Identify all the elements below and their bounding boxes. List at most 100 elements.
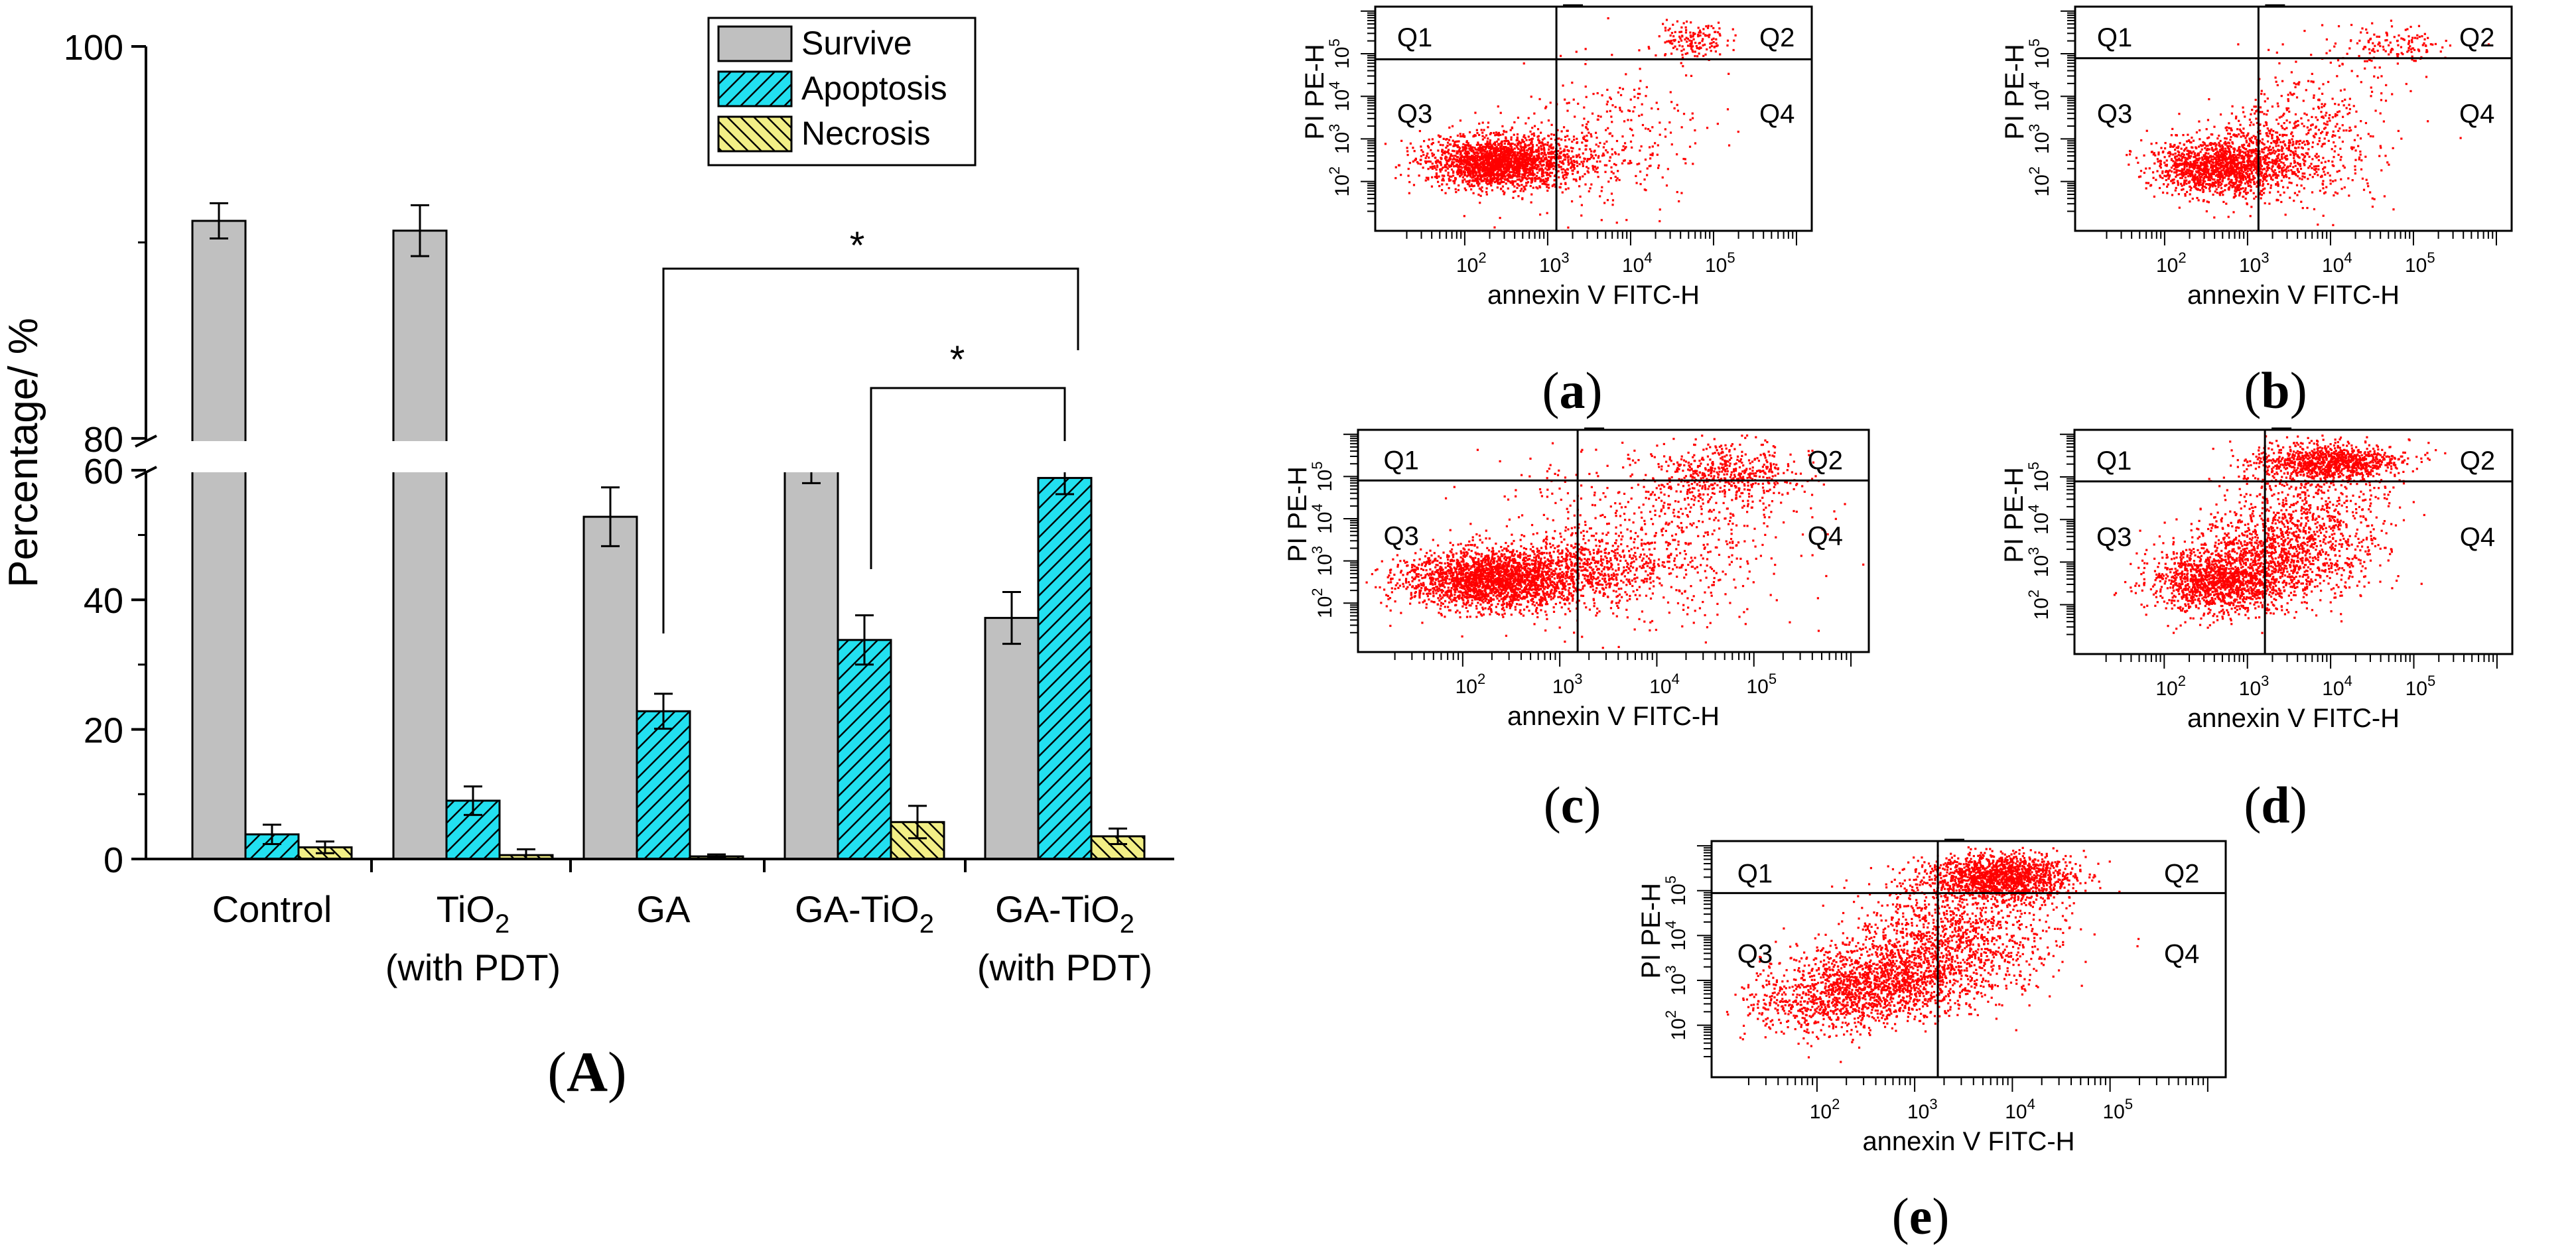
event-dot <box>1507 142 1510 145</box>
event-dot <box>1503 147 1506 150</box>
event-dot <box>1676 103 1678 106</box>
event-dot <box>1488 147 1491 149</box>
event-dot <box>1487 142 1489 145</box>
event-dot <box>1607 127 1609 129</box>
event-dot <box>1542 155 1544 158</box>
event-dot <box>2329 182 2332 185</box>
event-dot <box>1481 131 1484 134</box>
event-dot <box>1641 113 1643 116</box>
event-dot <box>1526 154 1528 157</box>
event-dot <box>1636 163 1639 166</box>
event-dot <box>2283 191 2285 194</box>
event-dot <box>2364 67 2366 70</box>
event-dot <box>2236 176 2239 179</box>
event-dot <box>1573 167 1576 170</box>
event-dot <box>1584 172 1586 176</box>
event-dot <box>2338 136 2341 139</box>
event-dot <box>1448 139 1451 141</box>
event-dot <box>2240 188 2242 190</box>
event-dot <box>2267 135 2270 138</box>
event-dot <box>2192 178 2195 182</box>
event-dot <box>1564 98 1566 101</box>
event-dot <box>1440 188 1444 192</box>
event-dot <box>2166 185 2169 188</box>
event-dot <box>2161 191 2165 194</box>
event-dot <box>1581 131 1584 134</box>
event-dot <box>2242 127 2245 130</box>
event-dot <box>2332 180 2335 182</box>
event-dot <box>1516 182 1519 186</box>
event-dot <box>2228 186 2231 189</box>
event-dot <box>1541 138 1544 141</box>
event-dot <box>2170 134 2173 137</box>
event-dot <box>2243 151 2246 154</box>
event-dot <box>1518 184 1521 187</box>
event-dot <box>1468 147 1471 150</box>
event-dot <box>1514 172 1517 174</box>
event-dot <box>2145 129 2148 132</box>
event-dot <box>2249 163 2252 166</box>
event-dot <box>1463 157 1465 159</box>
event-dot <box>2288 110 2291 113</box>
event-dot <box>1429 166 1432 169</box>
event-dot <box>2205 145 2208 147</box>
event-dot <box>1719 53 1722 56</box>
event-dot <box>2185 165 2189 168</box>
event-dot <box>2228 127 2230 129</box>
event-dot <box>1522 159 1525 161</box>
event-dot <box>1499 133 1502 136</box>
event-dot <box>2216 161 2218 164</box>
event-dot <box>1497 138 1500 141</box>
event-dot <box>2295 125 2299 127</box>
event-dot <box>1581 141 1584 144</box>
event-dot <box>1672 39 1675 42</box>
event-dot <box>1684 158 1686 161</box>
event-dot <box>2332 134 2335 137</box>
event-dot <box>2373 198 2376 200</box>
event-dot <box>2337 153 2340 157</box>
event-dot <box>1471 180 1474 182</box>
event-dot <box>1458 170 1461 173</box>
event-dot <box>1483 129 1485 131</box>
event-dot <box>1505 166 1507 168</box>
event-dot <box>1611 104 1614 107</box>
event-dot <box>1561 191 1564 194</box>
event-dot <box>1457 150 1460 153</box>
event-dot <box>2305 140 2309 143</box>
event-dot <box>1516 151 1519 154</box>
event-dot <box>2204 173 2207 176</box>
event-dot <box>1516 178 1519 181</box>
event-dot <box>1476 159 1479 161</box>
event-dot <box>1698 31 1700 34</box>
event-dot <box>1511 148 1515 151</box>
event-dot <box>2199 151 2202 153</box>
event-dot <box>2183 184 2185 186</box>
event-dot <box>1485 162 1487 165</box>
event-dot <box>1419 163 1422 165</box>
category-label: GA-TiO2 <box>795 888 934 939</box>
event-dot <box>1394 166 1397 168</box>
event-dot <box>1408 180 1411 184</box>
event-dot <box>2193 175 2197 178</box>
event-dot <box>2218 192 2221 195</box>
event-dot <box>1489 164 1492 166</box>
event-dot <box>1550 133 1553 136</box>
event-dot <box>2265 123 2268 126</box>
event-dot <box>1521 184 1523 186</box>
event-dot <box>2285 170 2287 173</box>
event-dot <box>2367 133 2370 135</box>
event-dot <box>1539 160 1542 163</box>
event-dot <box>1517 143 1520 145</box>
event-dot <box>1549 153 1552 155</box>
event-dot <box>1558 165 1561 168</box>
event-dot <box>1507 180 1510 182</box>
event-dot <box>1532 174 1534 176</box>
event-dot <box>1448 149 1450 151</box>
event-dot <box>2229 184 2232 186</box>
event-dot <box>1511 175 1514 178</box>
event-dot <box>1489 154 1492 157</box>
event-dot <box>1471 170 1474 173</box>
event-dot <box>1597 157 1599 159</box>
event-dot <box>1481 166 1484 169</box>
event-dot <box>1507 187 1509 190</box>
